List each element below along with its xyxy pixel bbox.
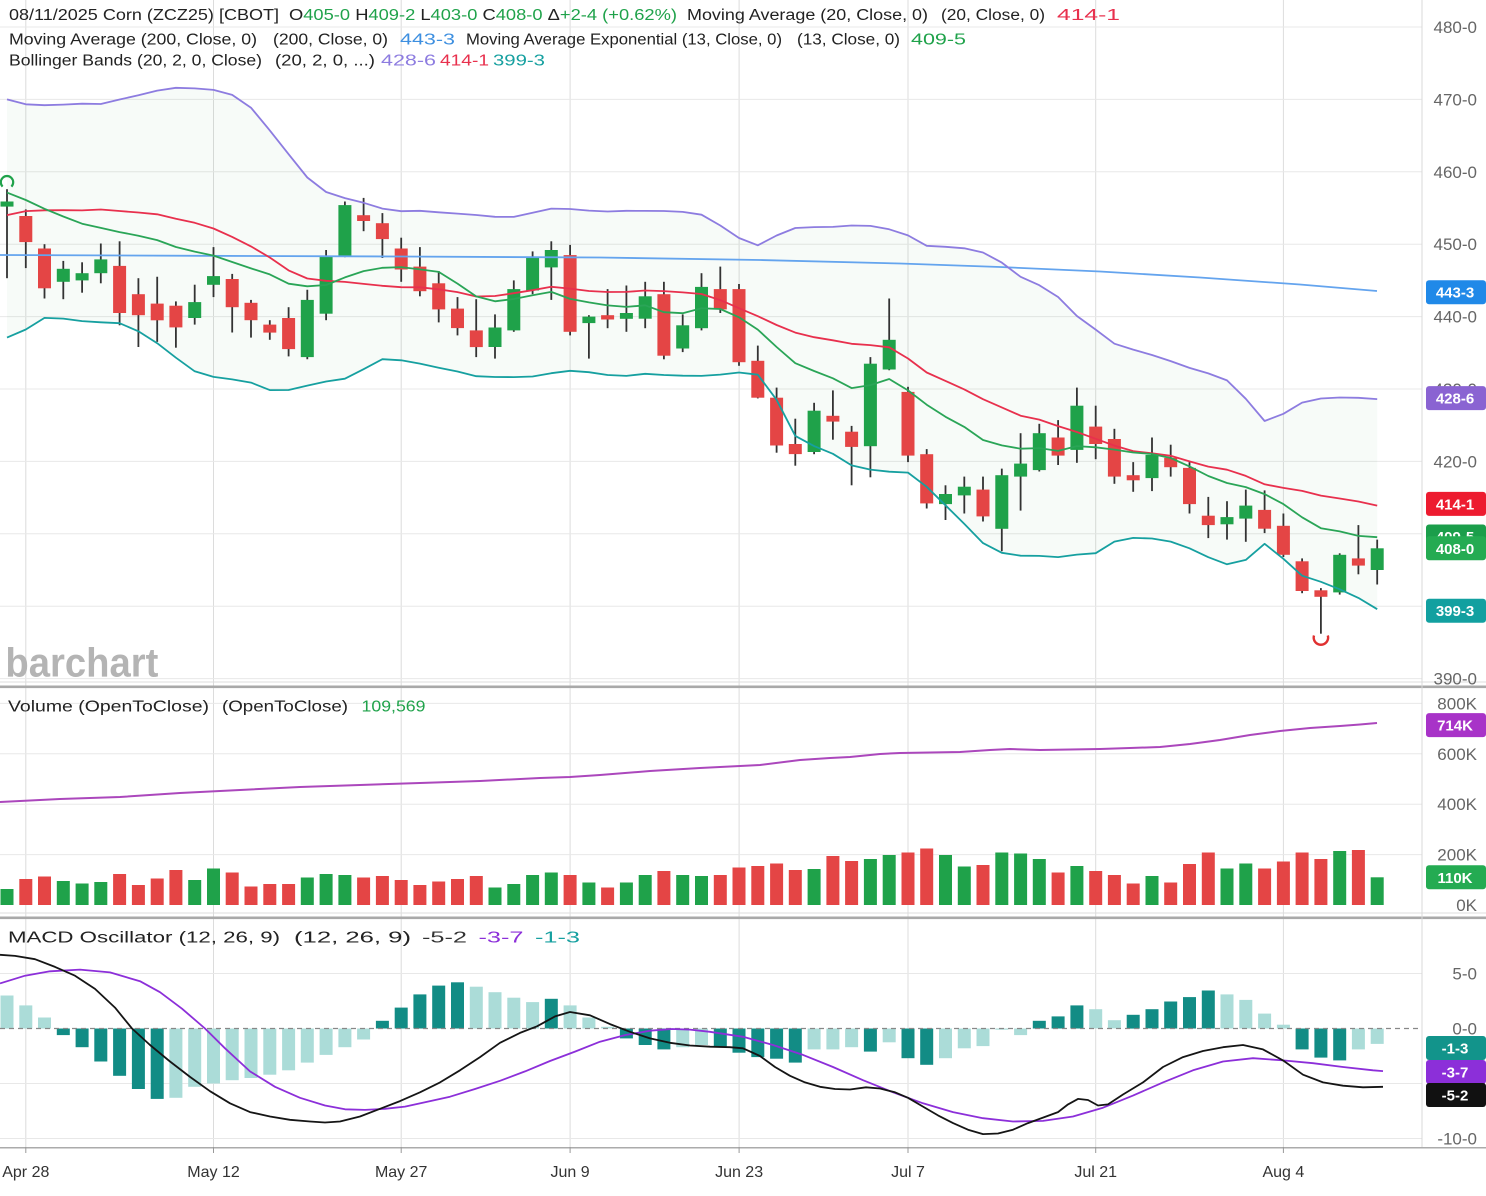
svg-text:470-0: 470-0 — [1434, 90, 1477, 109]
svg-text:390-0: 390-0 — [1434, 670, 1477, 689]
svg-text:Moving Average Exponential (13: Moving Average Exponential (13, Close, 0… — [466, 32, 782, 49]
svg-text:Moving Average (20, Close, 0): Moving Average (20, Close, 0) — [687, 7, 928, 24]
svg-text:428-6: 428-6 — [381, 53, 436, 70]
svg-text:414-1: 414-1 — [440, 53, 489, 70]
svg-text:(200, Close, 0): (200, Close, 0) — [273, 32, 388, 49]
svg-text:May 27: May 27 — [375, 1164, 428, 1181]
svg-text:443-3: 443-3 — [1436, 285, 1474, 302]
svg-text:(13, Close, 0): (13, Close, 0) — [797, 32, 900, 49]
svg-text:414-1: 414-1 — [1057, 7, 1120, 24]
svg-text:-1-3: -1-3 — [1442, 1041, 1469, 1058]
svg-text:Bollinger Bands (20, 2, 0, Clo: Bollinger Bands (20, 2, 0, Close) — [9, 53, 262, 70]
svg-text:Volume (OpenToClose): Volume (OpenToClose) — [8, 699, 209, 716]
svg-text:800K: 800K — [1437, 694, 1477, 713]
svg-text:(20, 2, 0, ...): (20, 2, 0, ...) — [275, 53, 375, 70]
svg-text:414-1: 414-1 — [1436, 496, 1474, 513]
svg-text:Jun 23: Jun 23 — [715, 1164, 763, 1181]
svg-text:428-6: 428-6 — [1436, 391, 1474, 408]
svg-text:409-5: 409-5 — [911, 32, 966, 49]
svg-text:109,569: 109,569 — [362, 699, 426, 716]
svg-text:450-0: 450-0 — [1434, 235, 1477, 254]
svg-text:200K: 200K — [1437, 846, 1477, 865]
svg-text:(OpenToClose): (OpenToClose) — [222, 699, 348, 716]
svg-text:443-3: 443-3 — [400, 32, 455, 49]
svg-text:408-0: 408-0 — [1436, 541, 1474, 558]
svg-text:460-0: 460-0 — [1434, 163, 1477, 182]
svg-text:(12, 26, 9): (12, 26, 9) — [294, 930, 411, 947]
svg-text:(20, Close, 0): (20, Close, 0) — [941, 7, 1045, 24]
svg-text:Aug 4: Aug 4 — [1262, 1164, 1304, 1181]
svg-text:5-0: 5-0 — [1452, 965, 1477, 984]
svg-text:-5-2: -5-2 — [1442, 1088, 1469, 1105]
svg-text:400K: 400K — [1437, 795, 1477, 814]
svg-text:MACD Oscillator (12, 26, 9): MACD Oscillator (12, 26, 9) — [8, 930, 280, 947]
svg-text:480-0: 480-0 — [1434, 18, 1477, 37]
svg-text:May 12: May 12 — [187, 1164, 240, 1181]
svg-text:Jul 7: Jul 7 — [891, 1164, 925, 1181]
svg-text:440-0: 440-0 — [1434, 308, 1477, 327]
svg-text:Moving Average (200, Close, 0): Moving Average (200, Close, 0) — [9, 32, 257, 49]
svg-text:-10-0: -10-0 — [1437, 1130, 1477, 1149]
svg-text:Jul 21: Jul 21 — [1074, 1164, 1117, 1181]
svg-text:714K: 714K — [1437, 718, 1473, 735]
svg-text:-3-7: -3-7 — [479, 930, 524, 947]
svg-text:399-3: 399-3 — [1436, 603, 1474, 620]
svg-text:600K: 600K — [1437, 745, 1477, 764]
svg-text:420-0: 420-0 — [1434, 452, 1477, 471]
svg-text:08/11/2025 Corn (ZCZ25) [CBOT]: 08/11/2025 Corn (ZCZ25) [CBOT] — [9, 7, 279, 24]
svg-text:Jun 9: Jun 9 — [551, 1164, 590, 1181]
svg-text:0-0: 0-0 — [1452, 1020, 1477, 1039]
svg-text:-5-2: -5-2 — [422, 930, 467, 947]
svg-text:-1-3: -1-3 — [535, 930, 580, 947]
svg-text:barchart: barchart — [5, 640, 158, 686]
svg-text:-3-7: -3-7 — [1442, 1065, 1469, 1082]
svg-text:110K: 110K — [1437, 870, 1472, 887]
svg-text:399-3: 399-3 — [493, 53, 545, 70]
svg-text:0K: 0K — [1456, 896, 1477, 915]
svg-text:Apr 28: Apr 28 — [2, 1164, 49, 1181]
